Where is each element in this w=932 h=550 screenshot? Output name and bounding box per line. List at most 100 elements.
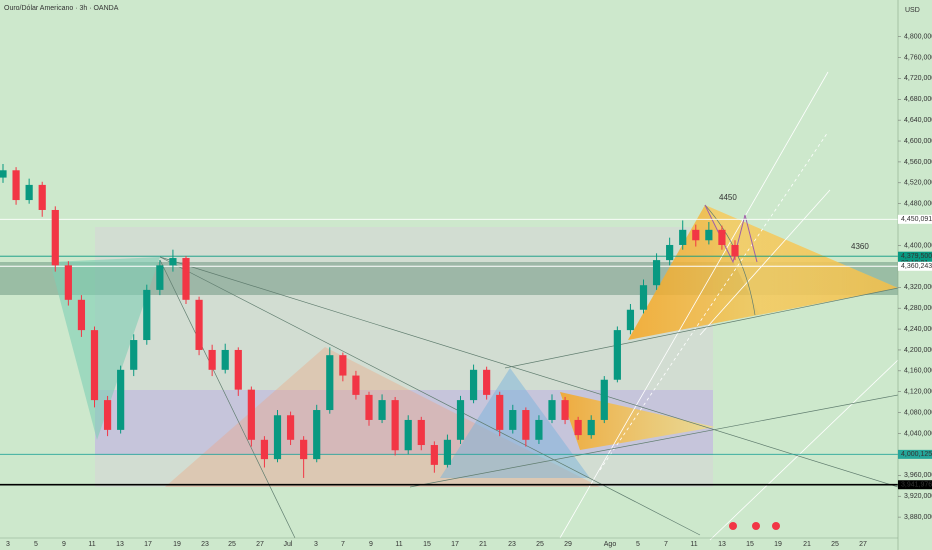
channel-line	[709, 359, 899, 541]
candle-body	[378, 400, 386, 420]
wedge	[560, 392, 715, 450]
y-tick-label: 4,200,000	[904, 347, 932, 354]
x-tick-label: 7	[664, 541, 668, 548]
y-tick-label: 3,960,000	[904, 472, 932, 479]
x-tick-label: 17	[451, 541, 459, 548]
x-tick-label: 17	[144, 541, 152, 548]
candle-body	[247, 389, 255, 440]
x-tick-label: 21	[479, 541, 487, 548]
x-tick-label: 15	[423, 541, 431, 548]
candle-body	[613, 330, 621, 380]
annotation: 4360	[851, 242, 869, 251]
price-tag	[898, 480, 932, 490]
y-tick-label: 4,480,000	[904, 201, 932, 208]
candle-body	[705, 229, 713, 241]
x-tick-label: Ago	[604, 541, 617, 548]
x-tick-label: 29	[564, 541, 572, 548]
candle-body	[64, 265, 72, 300]
candle-body	[652, 260, 661, 286]
y-tick-label: 4,640,000	[904, 117, 932, 124]
y-tick-label: 4,400,000	[904, 242, 932, 249]
y-tick-label: 4,320,000	[904, 284, 932, 291]
triangle	[50, 257, 160, 440]
price-tag-label: 4,450,091	[901, 216, 932, 223]
candle-body	[496, 394, 504, 430]
event-icon	[772, 522, 780, 530]
candle-body	[365, 394, 373, 420]
x-tick-label: 27	[256, 541, 264, 548]
candle-body	[77, 299, 86, 331]
candle-body	[639, 285, 648, 310]
drawings	[0, 71, 899, 541]
x-tick-label: Jul	[284, 541, 293, 548]
y-tick-label: 4,800,000	[904, 33, 932, 40]
y-tick-label: 4,280,000	[904, 305, 932, 312]
x-tick-label: 11	[395, 541, 402, 548]
candle-body	[300, 439, 308, 460]
candle-body	[509, 410, 517, 430]
candle-body	[313, 410, 321, 460]
y-tick-label: 3,880,000	[904, 514, 932, 521]
x-tick-label: 11	[88, 541, 95, 548]
y-tick-label: 4,760,000	[904, 54, 932, 61]
x-tick-label: 25	[831, 541, 839, 548]
candle-body	[260, 439, 269, 460]
candle-body	[156, 265, 164, 290]
candle-body	[286, 415, 295, 440]
candle-body	[326, 355, 334, 411]
candle-body	[666, 244, 674, 261]
trend-line	[504, 287, 899, 369]
y-tick-label: 4,560,000	[904, 159, 932, 166]
candle-body	[12, 170, 20, 201]
x-tick-label: 5	[34, 541, 38, 548]
x-tick-label: 19	[774, 541, 782, 548]
x-tick-label: 25	[536, 541, 544, 548]
x-tick-label: 23	[201, 541, 209, 548]
event-icon	[729, 522, 737, 530]
candle-body	[208, 349, 216, 370]
candle-body	[443, 439, 452, 465]
price-tag-label: 4,379,500	[901, 253, 932, 260]
y-tick-label: 4,080,000	[904, 409, 932, 416]
y-tick-label: 4,160,000	[904, 368, 932, 375]
candle-body	[234, 349, 242, 390]
x-tick-label: 15	[746, 541, 754, 548]
candle-body	[169, 258, 177, 266]
candle-body	[130, 340, 138, 370]
x-tick-label: 9	[62, 541, 66, 548]
candle-body	[339, 355, 347, 376]
x-tick-label: 3	[6, 541, 10, 548]
chart-title: Ouro/Dólar Americano · 3h · OANDA	[4, 5, 119, 12]
candle-body	[600, 379, 608, 420]
candle-body	[404, 419, 412, 451]
candle-body	[587, 419, 595, 436]
candle-body	[718, 229, 726, 245]
candle-body	[456, 400, 465, 440]
x-tick-label: 5	[636, 541, 640, 548]
y-tick-label: 4,600,000	[904, 138, 932, 145]
candle-body	[391, 400, 399, 451]
x-tick-label: 9	[369, 541, 373, 548]
candle-body	[430, 445, 438, 465]
candle-body	[25, 184, 33, 201]
trend-line	[159, 256, 701, 536]
y-tick-label: 4,240,000	[904, 326, 932, 333]
candle-body	[731, 244, 739, 257]
x-tick-label: 11	[690, 541, 697, 548]
price-tag	[898, 261, 932, 271]
price-tag	[898, 214, 932, 224]
y-tick-label: 4,120,000	[904, 389, 932, 396]
event-icon	[752, 522, 760, 530]
x-tick-label: 13	[718, 541, 726, 548]
candle-body	[469, 369, 478, 401]
price-tag-label: 4,000,125	[901, 451, 932, 458]
candle-body	[51, 209, 59, 266]
candle-body	[574, 419, 582, 436]
y-tick-label: 4,040,000	[904, 430, 932, 437]
x-tick-label: 19	[173, 541, 181, 548]
candle-body	[0, 170, 7, 178]
candle-body	[90, 330, 99, 401]
x-tick-label: 25	[228, 541, 236, 548]
candle-body	[103, 400, 112, 430]
